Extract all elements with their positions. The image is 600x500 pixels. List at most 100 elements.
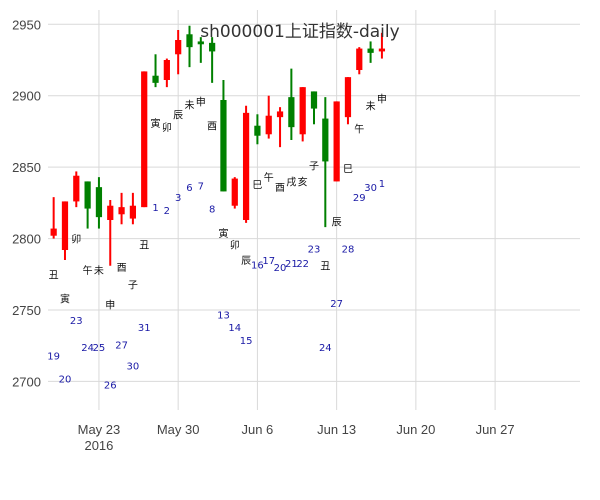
candle-up [333,101,340,182]
branch-label: 未 [94,265,104,277]
candle-up [299,87,306,142]
day-number-label: 21 [285,259,298,270]
branch-label: 申 [377,93,387,106]
candle-down [254,114,261,145]
candle-body [141,71,148,208]
branch-label: 申 [105,298,115,311]
candle-up [129,192,137,225]
day-number-label: 14 [228,323,241,334]
branch-label: 子 [309,161,319,173]
candle-body [322,118,329,162]
candle-down [322,97,329,228]
y-tick-label: 2850 [12,160,41,175]
candle-up [163,58,170,88]
candle-down [367,41,374,63]
candle-down [95,177,103,229]
candle-body [333,101,340,182]
branch-label: 丑 [320,262,330,273]
candle-body [61,201,69,250]
candle-body [186,34,193,48]
day-number-label: 29 [353,193,366,204]
candle-up [231,177,238,209]
branch-label: 寅 [60,293,70,306]
candle-up [175,30,182,75]
branch-label: 寅 [218,227,228,240]
candle-body [310,91,318,109]
day-number-label: 23 [70,316,83,327]
candle-body [118,207,125,215]
candle-body [73,175,80,202]
candle-body [242,112,250,220]
branch-label: 辰 [332,216,342,228]
day-number-label: 3 [175,193,181,204]
branch-label: 酉 [207,122,217,133]
branch-label: 未 [366,101,376,113]
day-number-label: 13 [217,310,230,321]
y-tick-label: 2950 [12,17,41,32]
x-tick-label: Jun 13 [317,422,356,437]
branch-label: 寅 [151,117,161,130]
branch-label: 巳 [343,164,353,176]
candle-body [175,40,182,55]
day-number-label: 30 [364,183,377,194]
y-tick-label: 2800 [12,232,41,247]
branch-label: 亥 [298,175,308,188]
candle-down [152,54,159,88]
candle-down [288,68,295,140]
day-number-label: 20 [59,375,72,386]
branch-label: 丑 [49,270,59,281]
y-tick-label: 2750 [12,303,41,318]
day-number-label: 2 [164,206,170,217]
branch-label: 戌 [286,175,296,188]
x-tick-label: Jun 6 [241,422,273,437]
day-number-label: 20 [274,263,287,274]
candle-body [378,48,386,52]
day-number-label: 8 [209,205,215,216]
candle-up [356,47,363,75]
candle-body [299,87,306,135]
branch-label: 卯 [162,122,172,134]
candle-up [61,201,69,260]
day-number-label: 24 [319,343,332,354]
branch-label: 卯 [230,239,240,251]
candle-down [84,181,91,229]
branch-label: 辰 [173,109,183,121]
x-tick-label: May 30 [157,422,200,437]
candle-down [310,91,318,125]
chart-title: sh000001上证指数-daily [200,22,399,42]
candle-body [356,48,363,70]
day-number-label: 28 [342,245,355,256]
branch-label: 丑 [139,240,149,251]
branch-label: 未 [184,99,194,111]
branch-label: 午 [83,264,93,277]
branch-label: 申 [196,95,206,108]
day-number-label: 27 [115,340,128,351]
branch-label: 午 [264,171,274,184]
day-number-label: 22 [296,259,309,270]
branch-label: 巳 [252,179,262,191]
candle-down [220,80,227,192]
candle-up [344,77,352,125]
day-number-label: 15 [240,336,253,347]
candle-up [276,107,284,148]
x-tick-label: Jun 20 [396,422,435,437]
candle-body [209,42,216,52]
candle-body [231,178,238,206]
day-number-label: 1 [152,203,158,214]
candle-body [50,228,57,236]
candle-up [141,71,148,208]
branch-label: 辰 [241,255,251,267]
x-tick-sublabel: 2016 [84,438,113,453]
candle-body [367,48,374,53]
candle-up [50,197,57,239]
candle-up [378,32,386,59]
candle-body [129,205,137,219]
y-tick-label: 2900 [12,89,41,104]
day-number-label: 19 [47,352,60,363]
candle-body [288,97,295,128]
candle-body [265,115,272,135]
branch-label: 子 [128,279,138,291]
